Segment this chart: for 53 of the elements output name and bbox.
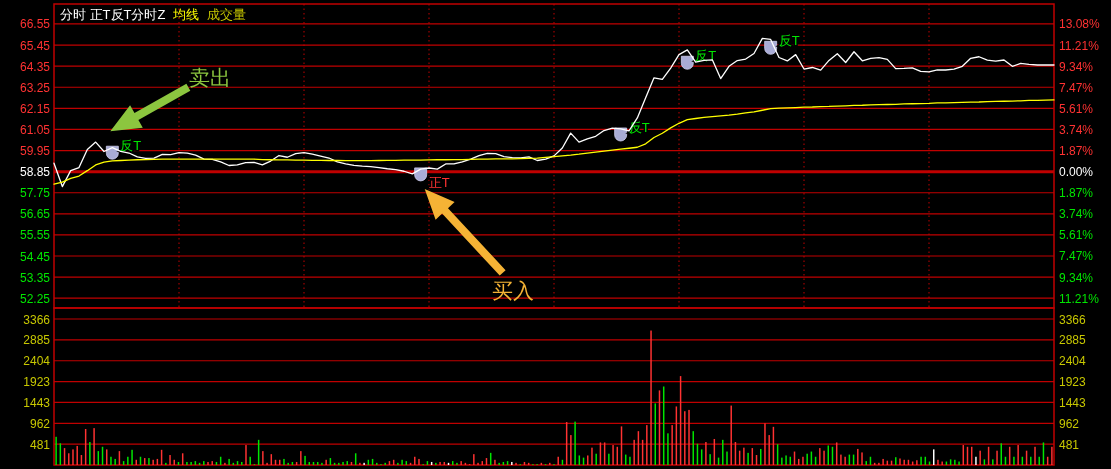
- y2-tick-label: 7.47%: [1059, 249, 1094, 264]
- y-tick-label: 59.95: [19, 144, 51, 159]
- y2-tick-label: 5.61%: [1059, 228, 1094, 243]
- y2-tick-label: 1.87%: [1059, 186, 1094, 201]
- y-tick-label: 54.45: [19, 249, 51, 264]
- y-tick-label: 57.75: [19, 186, 51, 201]
- y2-tick-label: 1.87%: [1059, 144, 1094, 159]
- annotation: 买入: [491, 279, 534, 303]
- y-tick-label: 53.35: [19, 270, 51, 285]
- y-tick-label: 56.65: [19, 207, 51, 222]
- y2-tick-label: 1443: [1059, 395, 1087, 410]
- y-tick-label: 3366: [23, 312, 51, 327]
- y-tick-label: 55.55: [19, 228, 51, 243]
- y-tick-label: 2885: [23, 333, 51, 348]
- data-label: 正T: [428, 174, 450, 190]
- chart-title: 成交量: [207, 7, 247, 22]
- y-tick-label: 62.15: [19, 101, 51, 116]
- y2-tick-label: 3366: [1059, 312, 1087, 327]
- y-tick-label: 65.45: [19, 38, 51, 53]
- y2-tick-label: 11.21%: [1059, 291, 1100, 306]
- y-tick-label: 962: [29, 416, 51, 431]
- y-tick-label: 64.35: [19, 59, 51, 74]
- y-tick-label: 61.05: [19, 122, 51, 137]
- y-tick-label: 63.25: [19, 80, 51, 95]
- y-tick-label: 52.25: [19, 291, 51, 306]
- chart-title: 分时 正T反T分时Z: [60, 7, 166, 22]
- y-tick-label: 1923: [23, 375, 51, 390]
- text: 均线: [172, 7, 200, 22]
- y2-tick-label: 3.74%: [1059, 122, 1094, 137]
- annotation: 卖出: [189, 65, 232, 89]
- y2-tick-label: 11.21%: [1059, 38, 1100, 53]
- data-label: 反T: [695, 48, 717, 64]
- y2-tick-label: 0.00%: [1059, 165, 1094, 180]
- y2-tick-label: 7.47%: [1059, 80, 1094, 95]
- point: [680, 55, 694, 70]
- y2-tick-label: 5.61%: [1059, 101, 1094, 116]
- y2-tick-label: 9.34%: [1059, 270, 1094, 285]
- y-tick-label: 58.85: [19, 165, 51, 180]
- y-tick-label: 2404: [23, 354, 51, 369]
- y2-tick-label: 13.08%: [1059, 17, 1101, 32]
- y-tick-label: 481: [29, 437, 51, 452]
- point: [614, 127, 628, 142]
- y2-tick-label: 1923: [1059, 375, 1087, 390]
- y-tick-label: 1443: [23, 395, 51, 410]
- y-tick-label: 66.55: [19, 17, 51, 32]
- y2-tick-label: 2404: [1059, 354, 1087, 369]
- y2-tick-label: 9.34%: [1059, 59, 1094, 74]
- y2-tick-label: 2885: [1059, 333, 1087, 348]
- y2-tick-label: 3.74%: [1059, 207, 1094, 222]
- y2-tick-label: 962: [1059, 416, 1080, 431]
- data-label: 反T: [120, 138, 142, 154]
- y2-tick-label: 481: [1059, 437, 1080, 452]
- data-label: 反T: [778, 33, 800, 49]
